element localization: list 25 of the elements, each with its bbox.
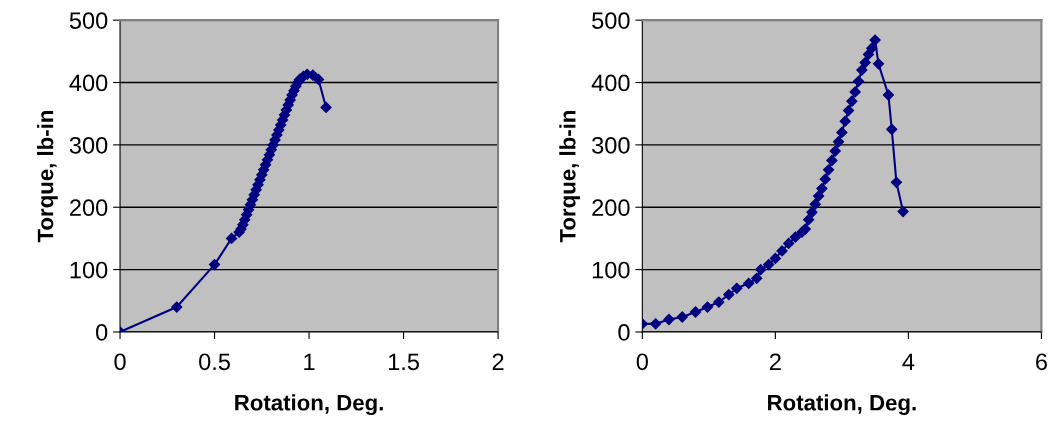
y-tick-label: 500: [69, 12, 108, 29]
x-tick-label: 6: [1036, 353, 1047, 371]
y-tick-label: 500: [592, 12, 630, 29]
y-axis-title: Torque, lb-in: [37, 110, 58, 243]
y-axis-title: Torque, lb-in: [559, 110, 581, 243]
y-tick-label: 300: [69, 136, 108, 154]
x-tick-label: 2: [492, 353, 504, 370]
y-tick-label: 0: [618, 324, 630, 341]
x-tick-label: 0.5: [199, 353, 230, 371]
y-tick-label: 400: [69, 74, 108, 92]
x-tick-label: 1.5: [388, 353, 419, 371]
y-tick-label: 100: [70, 261, 108, 279]
y-tick-label: 400: [591, 74, 630, 92]
x-axis-title: Rotation, Deg.: [768, 394, 916, 416]
x-tick-label: 0: [636, 353, 648, 371]
x-tick-label: 4: [902, 353, 915, 370]
y-tick-label: 100: [592, 261, 630, 279]
x-tick-label: 1: [304, 353, 315, 370]
y-tick-label: 200: [70, 199, 108, 217]
y-tick-label: 0: [96, 324, 108, 341]
y-tick-label: 300: [592, 136, 630, 154]
x-axis-title: Rotation, Deg.: [235, 394, 383, 416]
y-tick-label: 200: [592, 199, 630, 217]
x-tick-label: 0: [114, 353, 126, 371]
x-tick-label: 2: [769, 353, 781, 370]
